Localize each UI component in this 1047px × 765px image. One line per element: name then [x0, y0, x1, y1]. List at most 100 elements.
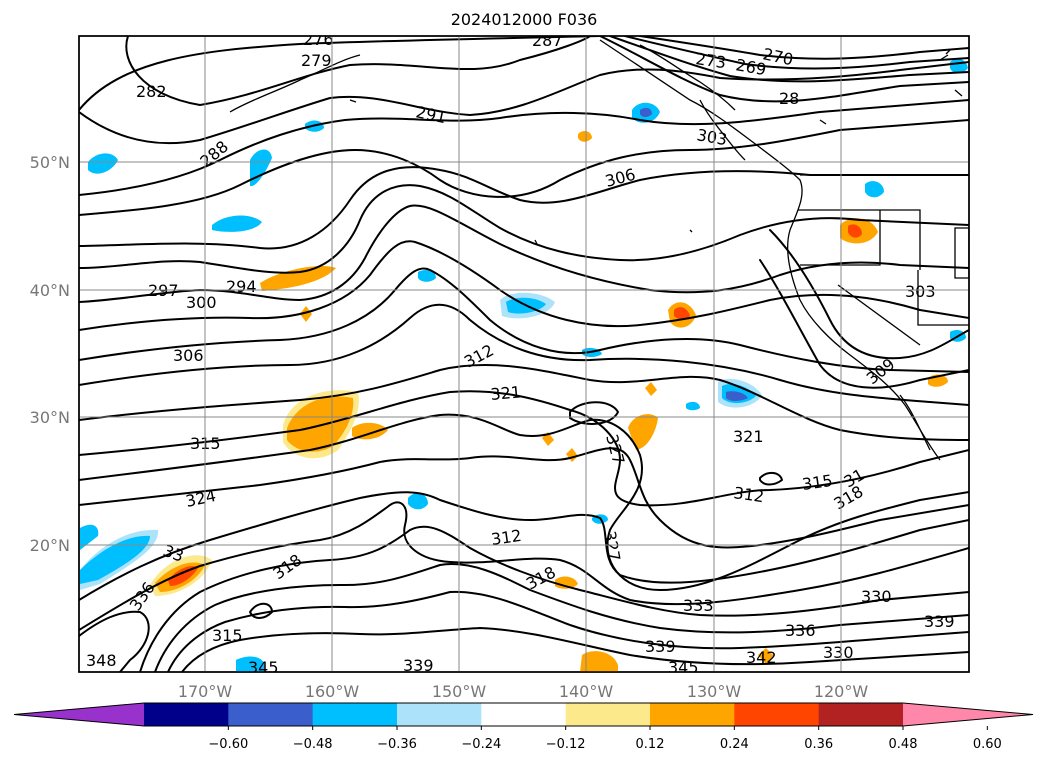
colorbar-segment [144, 703, 229, 726]
coastline [899, 394, 931, 451]
positive-anomaly-region [566, 448, 578, 462]
contour-label: 345 [248, 658, 279, 677]
negative-anomaly-region [88, 153, 118, 174]
contour-line [759, 472, 783, 486]
contour-label: 321 [733, 427, 764, 446]
contour-line [181, 627, 969, 672]
contour-label: 282 [136, 82, 167, 101]
lat-label-30n: 30°N [30, 408, 70, 427]
lon-label-140w: 140°W [559, 682, 614, 701]
coastlines [229, 39, 969, 461]
contour-label: 306 [173, 346, 204, 365]
positive-anomaly-region [287, 396, 354, 452]
positive-anomaly-region [578, 131, 592, 142]
contour-line [79, 610, 150, 672]
contour-line [624, 36, 969, 70]
colorbar-segment [481, 703, 567, 726]
positive-anomaly-region [260, 265, 336, 291]
colorbar-tick-label: 0.12 [636, 737, 665, 752]
colorbar-segment [228, 703, 314, 726]
colorbar-tick-label: −0.48 [293, 737, 333, 752]
negative-anomaly-region [418, 270, 436, 282]
negative-anomaly-region [686, 401, 700, 411]
colorbar-tick-label: 0.24 [720, 737, 749, 752]
positive-anomaly-region [580, 651, 618, 672]
coastline [954, 227, 969, 279]
colorbar-extend-max [903, 703, 1033, 726]
contour-line [599, 36, 969, 103]
contour-label: 339 [645, 637, 676, 656]
negative-anomaly-region [865, 181, 884, 198]
colorbar-segment [565, 703, 651, 726]
contour-label: 279 [301, 51, 332, 70]
contour-label: 315 [801, 471, 834, 494]
contour-line [79, 166, 969, 250]
lon-label-150w: 150°W [432, 682, 487, 701]
colorbar-segment [650, 703, 735, 726]
colorbar-extend-min [14, 703, 144, 726]
contour-label: 339 [403, 656, 434, 675]
contour-label: 330 [823, 643, 854, 662]
colorbar-segment [734, 703, 820, 726]
contour-line [79, 413, 969, 591]
negative-anomaly-region [236, 656, 264, 672]
contour-label: 312 [490, 526, 523, 549]
positive-anomaly-region [674, 307, 690, 320]
colorbar-tick-label: 0.48 [889, 737, 918, 752]
negative-anomaly-region [640, 107, 652, 117]
longitude-labels: 170°W 160°W 150°W 140°W 130°W 120°W [178, 682, 869, 701]
contour-label: 315 [212, 626, 243, 645]
contour-line [139, 525, 969, 672]
contour-label: 294 [226, 277, 257, 296]
contour-line [125, 36, 591, 106]
latitude-labels: 50°N 40°N 30°N 20°N [30, 153, 70, 555]
colorbar-tick-label: −0.12 [546, 737, 586, 752]
lon-label-170w: 170°W [178, 682, 233, 701]
contour-line [79, 491, 969, 601]
lon-label-160w: 160°W [305, 682, 360, 701]
contour-label: 348 [86, 651, 117, 670]
contour-line [79, 267, 969, 373]
contour-line [167, 590, 969, 672]
lon-label-130w: 130°W [687, 682, 742, 701]
contour-label: 333 [683, 596, 714, 615]
contour-line [79, 204, 969, 303]
coastline [837, 284, 921, 346]
lon-label-120w: 120°W [814, 682, 869, 701]
positive-anomaly-region [645, 382, 657, 396]
coastline [229, 54, 361, 113]
positive-anomaly-region [758, 648, 774, 664]
contour-label: 273 [694, 49, 727, 72]
contour-label: 300 [186, 293, 217, 312]
colorbar-tick-label: −0.36 [377, 737, 417, 752]
contour-label: 303 [905, 282, 936, 301]
contour-label: 276 [303, 30, 334, 49]
contour-line [79, 447, 969, 549]
contour-label: 342 [746, 648, 777, 667]
contour-line [79, 61, 969, 145]
lat-label-20n: 20°N [30, 536, 70, 555]
map-border [78, 35, 970, 673]
lat-label-50n: 50°N [30, 153, 70, 172]
contour-line [569, 401, 619, 425]
contour-line [769, 229, 969, 360]
contour-label: 287 [532, 31, 563, 50]
contour-line [79, 240, 969, 331]
graticule [79, 36, 969, 672]
contour-line [79, 119, 969, 216]
contour-label: 336 [785, 621, 816, 640]
positive-anomaly-region [628, 414, 658, 450]
contour-label: 321 [490, 382, 522, 404]
colorbar-outline [13, 702, 1034, 727]
contour-label: 330 [861, 587, 892, 606]
contour-line [639, 36, 969, 60]
positive-anomaly-region [300, 306, 312, 322]
coastline [798, 209, 921, 270]
contour-line [79, 303, 969, 406]
lat-label-40n: 40°N [30, 281, 70, 300]
coastline [599, 39, 941, 461]
coastline [800, 210, 881, 266]
colorbar: −0.60 −0.48 −0.36 −0.24 −0.12 0.12 0.24 0.36 0.4… [13, 702, 1034, 752]
coastline [699, 99, 746, 161]
